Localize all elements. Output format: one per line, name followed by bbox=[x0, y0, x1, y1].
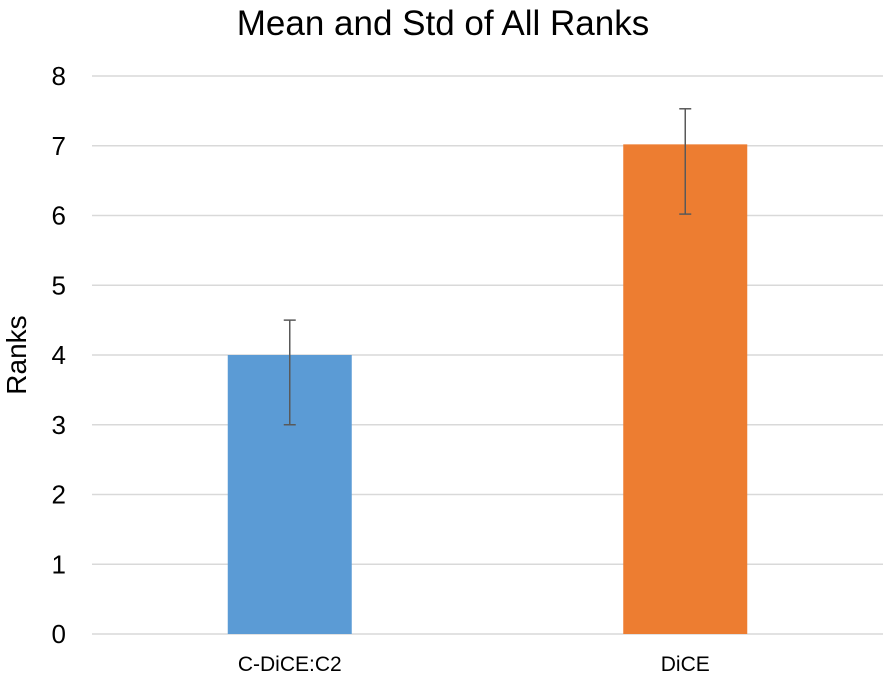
y-tick-label: 6 bbox=[52, 201, 66, 231]
y-tick-label: 5 bbox=[52, 270, 66, 300]
y-tick-label: 3 bbox=[52, 410, 66, 440]
y-axis-ticks: 0 1 2 3 4 5 6 7 8 bbox=[52, 61, 66, 649]
bars bbox=[227, 144, 748, 635]
y-tick-label: 2 bbox=[52, 480, 66, 510]
error-bar-c-dice-c2 bbox=[283, 319, 296, 426]
y-tick-label: 8 bbox=[52, 61, 66, 91]
x-axis-ticks: C-DiCE:C2 DiCE bbox=[238, 653, 710, 676]
chart-title: Mean and Std of All Ranks bbox=[237, 4, 649, 43]
y-tick-label: 7 bbox=[52, 131, 66, 161]
gridlines bbox=[92, 75, 883, 635]
error-bars bbox=[283, 108, 692, 426]
x-tick-label: DiCE bbox=[661, 653, 710, 676]
error-bar-dice bbox=[679, 108, 692, 215]
bar-dice bbox=[623, 144, 748, 635]
y-tick-label: 1 bbox=[52, 549, 66, 579]
x-tick-label: C-DiCE:C2 bbox=[238, 653, 342, 676]
y-tick-label: 0 bbox=[52, 619, 66, 649]
y-axis-label: Ranks bbox=[1, 315, 32, 394]
y-tick-label: 4 bbox=[52, 340, 66, 370]
